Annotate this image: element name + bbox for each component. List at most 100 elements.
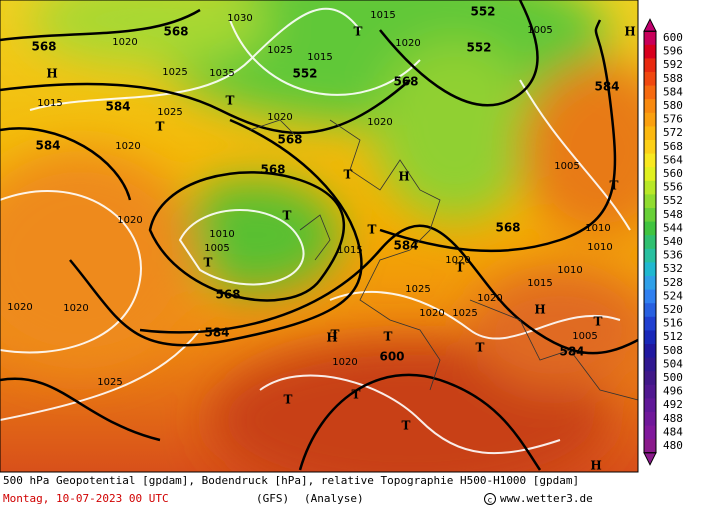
colorbar-label: 516 <box>663 317 683 330</box>
isobar-label: 1020 <box>117 215 142 226</box>
colorbar-label: 508 <box>663 344 683 357</box>
isobar-label: 1020 <box>367 117 392 128</box>
isobar-label: 1015 <box>37 98 62 109</box>
colorbar-label: 540 <box>663 235 683 248</box>
colorbar-swatch <box>644 262 656 277</box>
footer-model: (GFS) <box>256 492 289 505</box>
isobar-label: 1010 <box>557 265 582 276</box>
colorbar-label: 580 <box>663 99 683 112</box>
colorbar-label: 504 <box>663 357 683 370</box>
colorbar-swatch <box>644 276 656 291</box>
colorbar-swatch <box>644 99 656 114</box>
colorbar-swatch <box>644 44 656 59</box>
isobar-label: 1005 <box>204 243 229 254</box>
pressure-marker: T <box>344 168 353 182</box>
isobar-label: 1005 <box>527 25 552 36</box>
colorbar-label: 552 <box>663 194 683 207</box>
colorbar-swatch <box>644 31 656 46</box>
pressure-marker: T <box>476 341 485 355</box>
colorbar-label: 596 <box>663 45 683 58</box>
isobar-label: 1025 <box>157 107 182 118</box>
footer-site: www.wetter3.de <box>500 492 593 505</box>
colorbar-swatch <box>644 221 656 236</box>
pressure-marker: H <box>590 459 601 473</box>
colorbar-label: 528 <box>663 276 683 289</box>
isobar-label: 1020 <box>115 141 140 152</box>
colorbar-label: 576 <box>663 113 683 126</box>
contour-label: 552 <box>292 67 317 81</box>
isobar-label: 1020 <box>332 357 357 368</box>
footer-date: Montag, 10-07-2023 00 UTC <box>3 492 169 505</box>
colorbar-swatch <box>644 398 656 413</box>
pressure-marker: T <box>331 328 340 342</box>
colorbar-label: 488 <box>663 412 683 425</box>
pressure-marker: H <box>398 170 409 184</box>
colorbar-swatch <box>644 248 656 263</box>
colorbar-label: 492 <box>663 398 683 411</box>
colorbar-frame <box>643 30 657 454</box>
map-field <box>0 0 638 472</box>
pressure-marker: T <box>402 419 411 433</box>
colorbar-label: 524 <box>663 289 683 302</box>
isobar-label: 1025 <box>452 308 477 319</box>
colorbar-swatch <box>644 112 656 127</box>
isobar-label: 1020 <box>445 255 470 266</box>
isobar-label: 1005 <box>572 331 597 342</box>
colorbar-swatch <box>644 439 656 454</box>
colorbar-swatch <box>644 425 656 440</box>
colorbar-swatch <box>644 344 656 359</box>
colorbar-label: 500 <box>663 371 683 384</box>
colorbar-swatch <box>644 126 656 141</box>
contour-label: 600 <box>379 350 404 364</box>
isobar-label: 1005 <box>554 161 579 172</box>
contour-label: 584 <box>559 345 584 359</box>
pressure-marker: T <box>594 315 603 329</box>
pressure-marker: T <box>352 388 361 402</box>
contour-label: 568 <box>277 133 302 147</box>
colorbar-top-arrow <box>643 18 657 32</box>
colorbar-label: 512 <box>663 330 683 343</box>
isobar-label: 1020 <box>395 38 420 49</box>
isobar-label: 1020 <box>419 308 444 319</box>
isobar-label: 1020 <box>7 302 32 313</box>
colorbar-label: 600 <box>663 31 683 44</box>
contour-label: 584 <box>594 80 619 94</box>
colorbar-label: 588 <box>663 72 683 85</box>
colorbar-bottom-arrow <box>643 452 657 466</box>
pressure-marker: H <box>326 331 337 345</box>
isobar-label: 1025 <box>97 377 122 388</box>
colorbar-label: 536 <box>663 249 683 262</box>
colorbar-label: 480 <box>663 439 683 452</box>
contour-label: 568 <box>215 288 240 302</box>
colorbar-swatch <box>644 384 656 399</box>
isobar-label: 1020 <box>63 303 88 314</box>
isobar-label: 1025 <box>162 67 187 78</box>
colorbar-swatch <box>644 58 656 73</box>
colorbar-swatch <box>644 371 656 386</box>
colorbar-swatch <box>644 85 656 100</box>
isobar-label: 1010 <box>585 223 610 234</box>
contour-label: 568 <box>163 25 188 39</box>
colorbar-label: 560 <box>663 167 683 180</box>
contour-label: 584 <box>105 100 130 114</box>
pressure-marker: T <box>610 179 619 193</box>
contour-label: 568 <box>260 163 285 177</box>
pressure-marker: T <box>204 256 213 270</box>
pressure-marker: H <box>534 303 545 317</box>
colorbar-label: 564 <box>663 153 683 166</box>
pressure-marker: T <box>226 94 235 108</box>
colorbar-swatch <box>644 153 656 168</box>
isobar-label: 1020 <box>477 293 502 304</box>
isobar-label: 1010 <box>209 229 234 240</box>
contour-label: 552 <box>466 41 491 55</box>
isobar-label: 1015 <box>307 52 332 63</box>
pressure-marker: T <box>354 25 363 39</box>
isobar-label: 1015 <box>370 10 395 21</box>
colorbar-swatch <box>644 208 656 223</box>
colorbar-swatch <box>644 235 656 250</box>
contour-label: 568 <box>31 40 56 54</box>
isobar-label: 1015 <box>337 245 362 256</box>
colorbar-swatch <box>644 180 656 195</box>
pressure-marker: T <box>283 209 292 223</box>
